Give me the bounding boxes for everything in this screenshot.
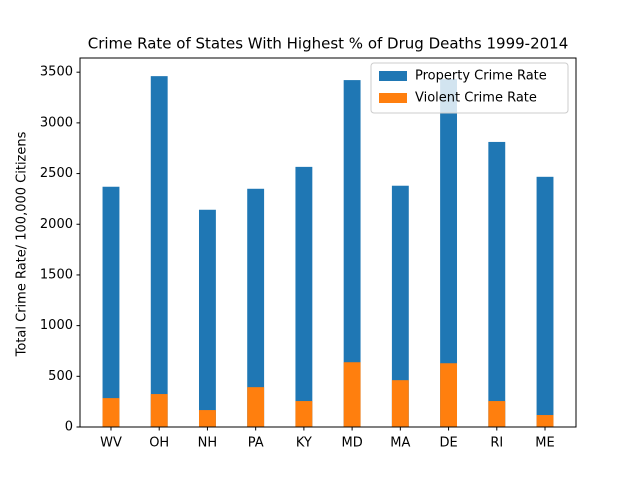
y-tick-label: 1000 [40,318,73,333]
bar [488,141,506,427]
bar [247,387,265,427]
bar [536,176,554,427]
x-tick-label: ME [535,436,554,451]
y-tick-label: 0 [65,420,73,435]
x-tick-label: WV [100,436,122,451]
bar [343,362,361,427]
x-tick-label: MD [341,436,362,451]
bar [440,79,458,427]
bar [150,394,168,427]
bar [102,186,120,427]
bar [488,401,506,427]
bar [295,401,313,427]
y-tick-label: 2500 [40,166,73,181]
x-tick-label: MA [390,436,410,451]
bar [391,380,409,427]
x-tick-label: PA [248,436,264,451]
legend-swatch [379,93,407,103]
bar [536,415,554,427]
bar [247,188,265,427]
x-tick-label: DE [439,436,457,451]
legend-swatch [379,71,407,81]
bar [102,398,120,427]
bar [391,185,409,427]
bar [198,410,216,427]
legend-box [370,62,569,114]
x-tick-label: NH [198,436,218,451]
bar [150,76,168,428]
x-tick-label: KY [296,436,312,451]
x-tick-label: OH [149,436,169,451]
x-tick-label: RI [490,436,503,451]
bar [295,166,313,427]
bar [343,80,361,427]
y-tick-label: 3000 [40,115,73,130]
y-tick-label: 2000 [40,217,73,232]
y-tick-label: 500 [48,369,73,384]
y-tick-label: 1500 [40,267,73,282]
bar [440,363,458,427]
legend-label: Violent Crime Rate [415,91,537,106]
chart-title: Crime Rate of States With Highest % of D… [88,35,569,53]
bar [198,209,216,427]
y-axis-label: Total Crime Rate/ 100,000 Citizens [15,131,30,357]
y-tick-label: 3500 [40,65,73,80]
legend-label: Property Crime Rate [415,69,547,84]
plot-frame [79,57,577,428]
